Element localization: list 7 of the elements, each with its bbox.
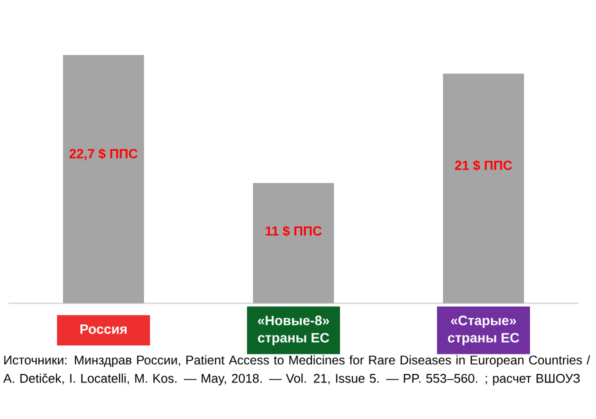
text: Источники: Минздрав России, Patient Access to Medicines for Rare Diseases in European Countries / A. Detiček, I. Locatelli, M. Kos. — May, 2018. — Vol. 21, Issue 5. — PP. 553–560. ; расчет ВШОУЗ: [3, 355, 590, 386]
data-label: 11 $ ППС: [266, 226, 322, 237]
data-label: 21 $ ППС: [455, 160, 512, 171]
x-tick-label: «Старые» страны ЕС: [448, 316, 520, 346]
x-tick-label: «Новые-8» страны ЕС: [258, 316, 330, 346]
x-tick-label: Россия: [80, 324, 127, 334]
data-label: 22,7 $ ППС: [70, 148, 138, 160]
